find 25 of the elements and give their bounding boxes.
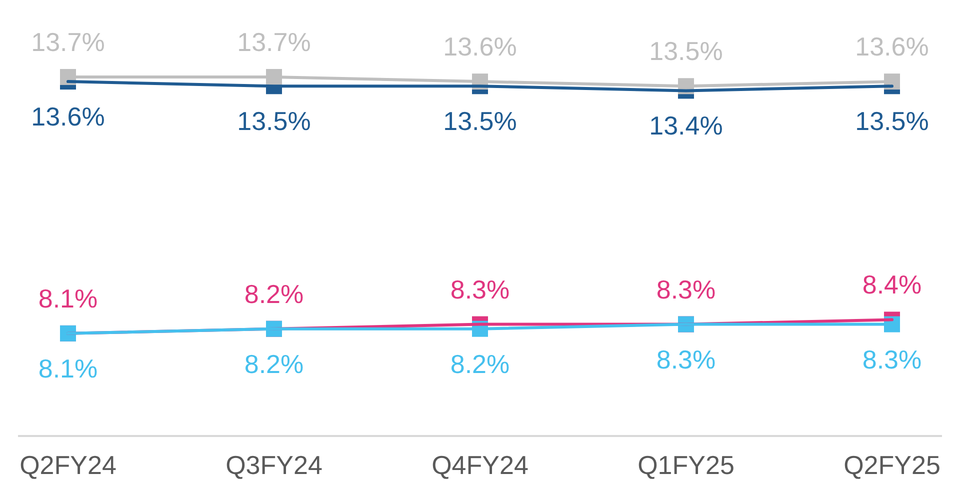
data-label: 8.4%: [862, 270, 922, 300]
data-label: 13.5%: [855, 106, 929, 136]
x-tick-label: Q1FY25: [638, 450, 734, 480]
data-label: 8.1%: [38, 283, 98, 314]
data-label: 8.3%: [656, 274, 716, 304]
data-label: 8.3%: [862, 344, 922, 374]
x-tick-label: Q3FY24: [226, 450, 322, 480]
data-label: 13.5%: [237, 106, 311, 136]
data-label: 13.7%: [237, 26, 311, 57]
x-tick-label: Q2FY25: [844, 450, 940, 480]
data-label: 8.2%: [450, 348, 510, 379]
data-label: 13.5%: [649, 36, 723, 66]
data-label: 8.3%: [450, 274, 510, 304]
data-label: 13.7%: [31, 26, 105, 57]
data-label: 8.2%: [244, 278, 304, 309]
x-tick-label: Q2FY24: [20, 450, 116, 480]
data-label: 8.2%: [244, 348, 304, 379]
data-label: 13.6%: [443, 32, 517, 62]
data-label: 13.6%: [855, 32, 929, 62]
data-label: 13.6%: [31, 102, 105, 132]
data-label: 8.3%: [656, 344, 716, 374]
data-label: 13.4%: [649, 110, 723, 141]
data-label: 8.1%: [38, 353, 98, 384]
x-tick-label: Q4FY24: [432, 450, 528, 480]
data-label: 13.5%: [443, 106, 517, 136]
